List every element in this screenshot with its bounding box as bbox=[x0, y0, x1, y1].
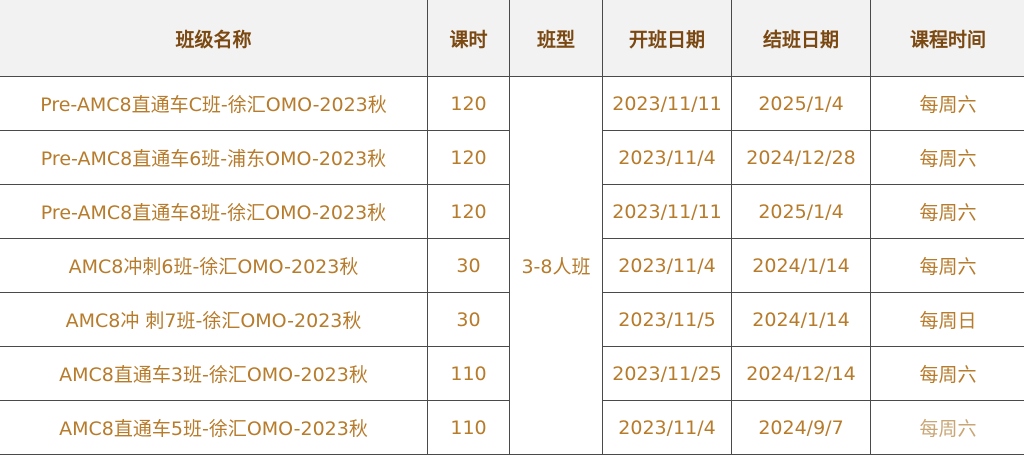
class-name: Pre-AMC8直通车8班-徐汇OMO-2023秋 bbox=[0, 184, 428, 239]
class-name: AMC8直通车5班-徐汇OMO-2023秋 bbox=[0, 400, 428, 455]
header-schedule: 课程时间 bbox=[870, 0, 1024, 77]
end-date: 2024/9/7 bbox=[731, 400, 871, 455]
class-type: 3-8人班 bbox=[509, 76, 603, 455]
table-row: AMC8冲刺6班-徐汇OMO-2023秋 30 2023/11/4 2024/1… bbox=[0, 238, 1024, 293]
class-name: Pre-AMC8直通车C班-徐汇OMO-2023秋 bbox=[0, 76, 428, 131]
table-row: AMC8直通车3班-徐汇OMO-2023秋 110 2023/11/25 202… bbox=[0, 346, 1024, 401]
schedule: 每周六 bbox=[870, 238, 1024, 293]
class-name: AMC8直通车3班-徐汇OMO-2023秋 bbox=[0, 346, 428, 401]
start-date: 2023/11/25 bbox=[602, 346, 732, 401]
hours: 120 bbox=[427, 130, 510, 185]
schedule: 每周六 bbox=[870, 184, 1024, 239]
header-hours: 课时 bbox=[427, 0, 510, 77]
hours: 30 bbox=[427, 238, 510, 293]
start-date: 2023/11/11 bbox=[602, 184, 732, 239]
schedule: 每周六 bbox=[870, 400, 1024, 455]
header-end-date: 结班日期 bbox=[731, 0, 871, 77]
hours: 110 bbox=[427, 346, 510, 401]
table-row: Pre-AMC8直通车8班-徐汇OMO-2023秋 120 2023/11/11… bbox=[0, 184, 1024, 239]
schedule: 每周六 bbox=[870, 346, 1024, 401]
hours: 110 bbox=[427, 400, 510, 455]
hours: 120 bbox=[427, 184, 510, 239]
end-date: 2024/12/14 bbox=[731, 346, 871, 401]
header-start-date: 开班日期 bbox=[602, 0, 732, 77]
class-name: AMC8冲刺6班-徐汇OMO-2023秋 bbox=[0, 238, 428, 293]
end-date: 2024/1/14 bbox=[731, 238, 871, 293]
header-class-name: 班级名称 bbox=[0, 0, 428, 77]
end-date: 2024/12/28 bbox=[731, 130, 871, 185]
schedule: 每周六 bbox=[870, 130, 1024, 185]
class-name: AMC8冲 刺7班-徐汇OMO-2023秋 bbox=[0, 292, 428, 347]
start-date: 2023/11/4 bbox=[602, 238, 732, 293]
start-date: 2023/11/5 bbox=[602, 292, 732, 347]
header-class-type: 班型 bbox=[509, 0, 603, 77]
schedule: 每周六 bbox=[870, 76, 1024, 131]
start-date: 2023/11/4 bbox=[602, 400, 732, 455]
end-date: 2025/1/4 bbox=[731, 184, 871, 239]
table-row: AMC8直通车5班-徐汇OMO-2023秋 110 2023/11/4 2024… bbox=[0, 400, 1024, 455]
hours: 120 bbox=[427, 76, 510, 131]
header-row: 班级名称 课时 班型 开班日期 结班日期 课程时间 bbox=[0, 0, 1024, 77]
class-name: Pre-AMC8直通车6班-浦东OMO-2023秋 bbox=[0, 130, 428, 185]
table-row: Pre-AMC8直通车6班-浦东OMO-2023秋 120 2023/11/4 … bbox=[0, 130, 1024, 185]
end-date: 2024/1/14 bbox=[731, 292, 871, 347]
hours: 30 bbox=[427, 292, 510, 347]
table-row: Pre-AMC8直通车C班-徐汇OMO-2023秋 120 3-8人班 2023… bbox=[0, 76, 1024, 455]
start-date: 2023/11/4 bbox=[602, 130, 732, 185]
schedule: 每周日 bbox=[870, 292, 1024, 347]
end-date: 2025/1/4 bbox=[731, 76, 871, 131]
start-date: 2023/11/11 bbox=[602, 76, 732, 131]
